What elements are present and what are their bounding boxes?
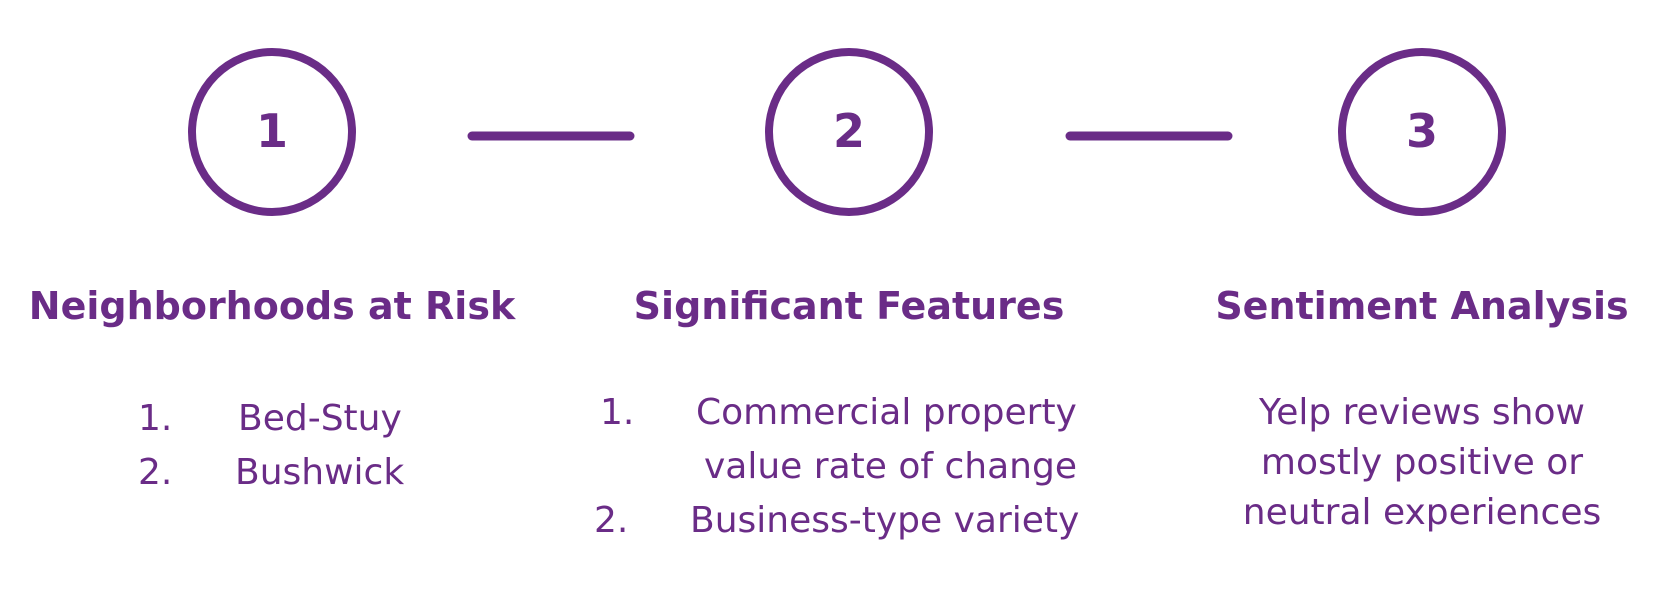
list-item: 2. Business-type variety — [594, 494, 1120, 548]
list-item-text: Bed-Stuy — [238, 398, 402, 439]
step-2-title: Significant Features — [633, 284, 1065, 328]
description-line-2: mostly positive or — [1260, 442, 1584, 483]
step-3-circle — [1338, 48, 1506, 216]
list-item-text-line-2: value rate of change — [704, 446, 1077, 487]
step-1-circle — [188, 48, 356, 216]
list-item-text-line-1: Commercial property — [696, 392, 1077, 433]
step-3-description: Yelp reviews show mostly positive or neu… — [1192, 388, 1652, 538]
list-item-text: Business-type variety — [690, 500, 1080, 541]
list-item-text: Bushwick — [235, 452, 405, 493]
description-line-3: neutral experiences — [1242, 492, 1602, 533]
description-line-1: Yelp reviews show — [1259, 392, 1585, 433]
step-2-list: 1. Commercial property value rate of cha… — [594, 386, 1120, 548]
list-item: 1. Bed-Stuy — [138, 392, 458, 446]
list-item: 1. Commercial property value rate of cha… — [600, 386, 1120, 494]
list-item-number: 2. — [138, 452, 173, 493]
list-item: 2. Bushwick — [138, 446, 458, 500]
step-1-list: 1. Bed-Stuy 2. Bushwick — [138, 392, 458, 500]
list-item-number: 1. — [138, 398, 173, 439]
step-1-number: 1 — [255, 104, 288, 158]
step-2-number: 2 — [832, 104, 865, 158]
list-item-number: 2. — [594, 500, 629, 541]
step-1-title: Neighborhoods at Risk — [28, 284, 516, 328]
step-3-number: 3 — [1405, 104, 1438, 158]
step-2-circle — [765, 48, 933, 216]
list-item-number: 1. — [600, 392, 635, 433]
step-3-title: Sentiment Analysis — [1215, 284, 1629, 328]
